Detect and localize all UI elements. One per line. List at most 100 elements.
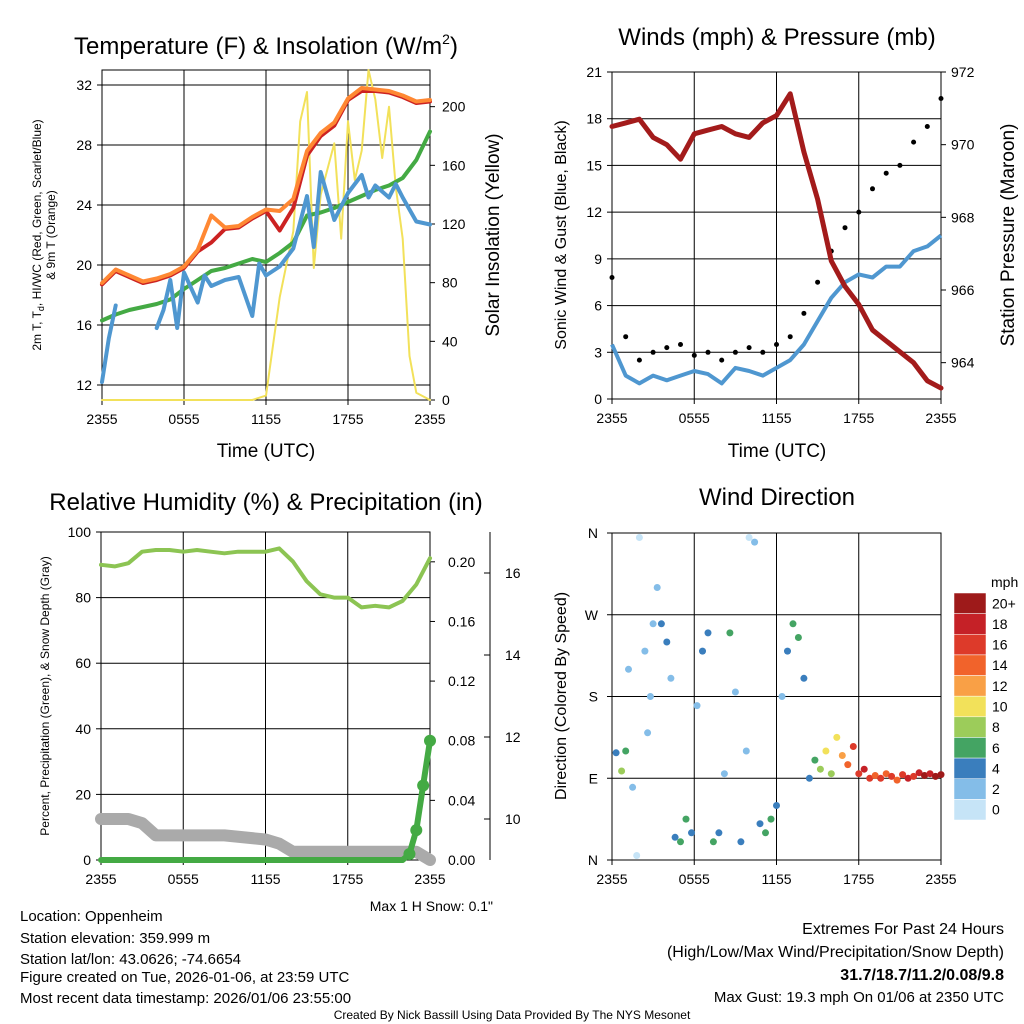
temp-y2tick-label: 80 (442, 275, 458, 291)
rh-series-precipitation (98, 737, 433, 863)
dir-point (649, 620, 657, 628)
winds-gust-point (924, 124, 930, 129)
dir-point (646, 693, 654, 700)
dir-legend-swatch (953, 654, 987, 676)
rh-ylabel: Percent, Precipitation (Green), & Snow D… (38, 556, 52, 835)
temp-y2label: Solar Insolation (Yellow) (483, 133, 504, 336)
winds-ylabel: Sonic Wind & Gust (Blue, Black) (553, 120, 570, 349)
dir-point (800, 674, 808, 682)
dir-point (855, 770, 863, 778)
dir-point (811, 756, 819, 764)
winds-panel: Winds (mph) & Pressure (mb) 0 3 6 9 12 15 18 21 9… (553, 24, 1019, 462)
rh-y2tick-label: 0.08 (448, 733, 475, 749)
dir-point (682, 815, 690, 823)
extremes-values: 31.7/18.7/11.2/0.08/9.8 (840, 967, 1004, 984)
dir-legend-label: 18 (992, 616, 1008, 632)
dir-xtick-label: 2355 (925, 871, 956, 887)
rh-y3tick-label: 16 (505, 565, 521, 581)
dir-point (671, 833, 679, 841)
temp-series-td (100, 129, 432, 323)
dir-point (644, 729, 652, 737)
dir-xtick-label: 2355 (596, 871, 627, 887)
temp-ylabel-2: & 9m T (Orange) (44, 190, 58, 280)
dir-point (742, 747, 750, 755)
dir-point (688, 829, 695, 837)
dir-legend-swatch (953, 695, 987, 718)
winds-gust-point (705, 349, 711, 355)
winds-gust-point (787, 334, 793, 340)
winds-ytick-label: 0 (594, 391, 602, 407)
rh-ytick-label: 60 (75, 655, 91, 671)
dir-legend-label: 16 (992, 637, 1008, 653)
winds-gust-point (650, 349, 656, 355)
dir-point (805, 774, 813, 782)
dir-point (737, 838, 745, 846)
dir-point (866, 774, 874, 782)
info-recent: Most recent data timestamp: 2026/01/06 2… (20, 990, 351, 1007)
rh-precip-point (410, 824, 423, 837)
rh-ytick-label: 80 (75, 590, 91, 606)
winds-xtick-label: 1155 (761, 410, 791, 426)
temp-ytick-label: 32 (76, 77, 92, 93)
temp-xtick-label: 0555 (168, 411, 199, 427)
dir-ylabel: Direction (Colored By Speed) (553, 592, 570, 800)
winds-title: Winds (mph) & Pressure (mb) (618, 24, 935, 51)
dir-ytick-label: E (589, 770, 598, 786)
dir-title: Wind Direction (699, 484, 855, 511)
temp-y2tick-label: 200 (442, 99, 466, 115)
winds-gust-point (883, 170, 889, 176)
dir-legend-swatch (953, 716, 987, 738)
dir-point (667, 674, 675, 682)
dir-xtick-label: 1155 (761, 871, 791, 887)
dir-legend-label: 4 (992, 760, 1000, 776)
dir-point (720, 770, 728, 778)
temp-ytick-label: 20 (76, 257, 92, 273)
winds-ytick-label: 9 (594, 251, 602, 267)
rh-ytick-label: 20 (75, 786, 91, 802)
winds-xtick-label: 2355 (596, 410, 627, 426)
dir-point (612, 749, 620, 757)
temp-title: Temperature (F) & Insolation (W/m2) (74, 31, 458, 60)
rh-y2tick-label: 0.12 (448, 673, 475, 689)
dir-point (641, 647, 649, 655)
temp-y2tick-label: 40 (442, 333, 458, 349)
dir-legend-label: 12 (992, 678, 1008, 694)
rh-xtick-label: 1155 (250, 871, 280, 887)
info-latlon: Station lat/lon: 43.0626; -74.6654 (20, 951, 241, 968)
rh-y2tick-label: 0.00 (448, 852, 475, 868)
temp-y2tick-label: 0 (442, 392, 450, 408)
dir-legend-label: 20+ (992, 595, 1016, 611)
dir-point (822, 747, 830, 755)
info-created: Figure created on Tue, 2026-01-06, at 23… (20, 969, 350, 986)
rh-series-relative-humidity (99, 546, 432, 610)
rh-xtick-label: 1755 (332, 871, 363, 887)
dir-point (904, 774, 912, 782)
rh-precip-point (417, 779, 430, 792)
dir-point (625, 665, 632, 673)
dir-point (794, 634, 802, 641)
winds-gust-point (856, 209, 862, 215)
temp-xtick-label: 1155 (251, 411, 281, 427)
winds-y2tick-label: 964 (951, 355, 975, 371)
winds-gust-point (746, 345, 752, 351)
dir-point (838, 752, 846, 759)
rh-y3tick-label: 12 (505, 729, 521, 745)
dir-point (784, 647, 791, 655)
dir-point (756, 820, 764, 828)
winds-series-pressure (609, 91, 944, 391)
dir-legend-swatch (953, 778, 987, 800)
dir-point (751, 538, 759, 546)
temp-ytick-label: 24 (76, 197, 92, 213)
humidity-panel: Relative Humidity (%) & Precipitation (i… (38, 489, 521, 914)
dir-point (882, 770, 890, 778)
rh-snow-note: Max 1 H Snow: 0.1" (370, 898, 493, 914)
dir-point (657, 620, 665, 628)
credit-footer: Created By Nick Bassill Using Data Provi… (334, 1008, 691, 1022)
temp-xlabel: Time (UTC) (217, 441, 316, 462)
dir-point (731, 688, 739, 696)
rh-y3tick-label: 10 (505, 811, 521, 827)
dir-point (833, 733, 841, 741)
dir-legend-label: 14 (992, 657, 1008, 673)
winds-y2label: Station Pressure (Maroon) (998, 124, 1019, 347)
